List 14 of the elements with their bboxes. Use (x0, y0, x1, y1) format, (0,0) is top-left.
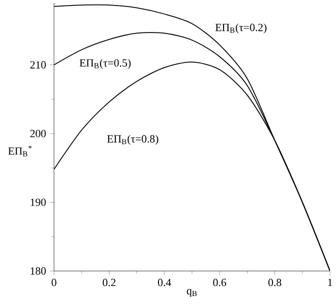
y-tick-label: 190 (30, 198, 46, 206)
x-tick-label: 0.2 (102, 278, 116, 286)
x-tick-label: 1 (328, 278, 332, 286)
x-tick-label: 0.6 (213, 278, 226, 286)
y-tick-label: 210 (30, 61, 46, 69)
series-label: EΠ$_{B}$(τ=0.5) (80, 58, 131, 69)
x-tick-label: 0.4 (158, 278, 172, 286)
x-tick-label: 0 (52, 278, 56, 286)
series-label: EΠ$_{B}$(τ=0.2) (215, 23, 266, 34)
x-tick-label: 0.8 (268, 278, 282, 286)
y-tick-label: 180 (30, 267, 46, 275)
text: EΠ$_{B}$(τ=0.8) (107, 134, 158, 145)
y-tick-label: 200 (30, 130, 46, 138)
x-axis-title: q$_{B}$ (186, 289, 197, 297)
